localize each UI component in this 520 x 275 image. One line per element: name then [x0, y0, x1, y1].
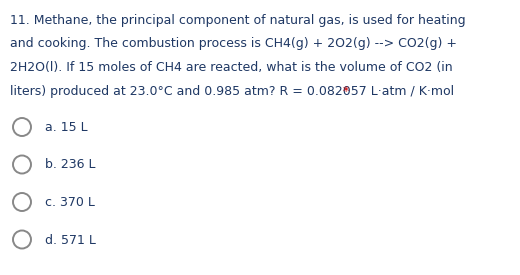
Text: 2H2O(l). If 15 moles of CH4 are reacted, what is the volume of CO2 (in: 2H2O(l). If 15 moles of CH4 are reacted,…	[10, 61, 452, 74]
Text: *: *	[343, 84, 349, 98]
Text: and cooking. The combustion process is CH4(g) + 2O2(g) --> CO2(g) +: and cooking. The combustion process is C…	[10, 37, 457, 51]
Text: d. 571 L: d. 571 L	[45, 233, 96, 246]
Text: a. 15 L: a. 15 L	[45, 121, 88, 134]
Text: 11. Methane, the principal component of natural gas, is used for heating: 11. Methane, the principal component of …	[10, 14, 465, 27]
Text: c. 370 L: c. 370 L	[45, 196, 95, 209]
Text: liters) produced at 23.0°C and 0.985 atm? R = 0.082057 L·atm / K·mol: liters) produced at 23.0°C and 0.985 atm…	[10, 84, 458, 98]
Text: b. 236 L: b. 236 L	[45, 158, 96, 172]
